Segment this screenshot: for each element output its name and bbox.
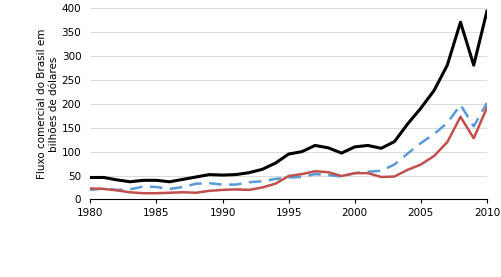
Y-axis label: Fluxo comercial do Brasil em
bilhões de dólares: Fluxo comercial do Brasil em bilhões de … — [37, 29, 59, 179]
